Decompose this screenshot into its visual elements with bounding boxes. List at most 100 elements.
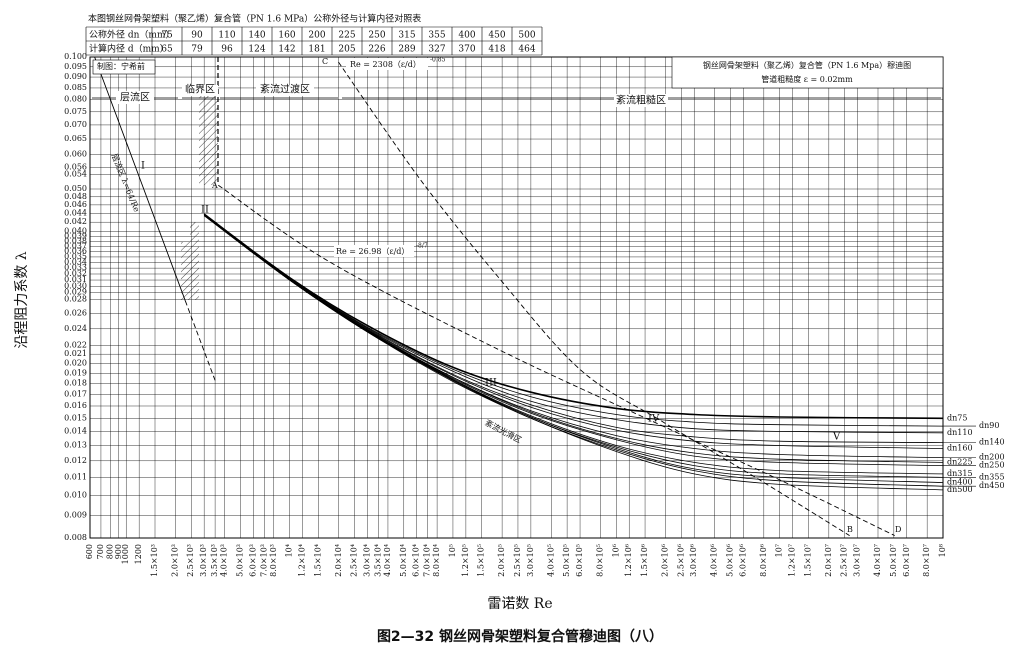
x-tick-label: 8.0×10⁷ <box>922 544 931 577</box>
table-cell: 370 <box>458 45 475 55</box>
boundary-label: Re = 2308（ε/d） <box>350 60 421 69</box>
table-cell: 226 <box>368 45 385 55</box>
table-cell: 96 <box>221 45 233 55</box>
x-tick-label: 4.0×10³ <box>220 544 229 577</box>
y-tick-label: 0.042 <box>64 217 87 226</box>
series-line <box>203 215 944 491</box>
critical-hatch <box>181 222 199 300</box>
x-tick-label: 1.5×10⁴ <box>313 544 322 577</box>
x-tick-label: 10⁷ <box>775 544 784 557</box>
x-tick-label: 2.5×10⁴ <box>350 544 359 577</box>
x-tick-label: 2.5×10⁶ <box>676 544 685 577</box>
series-line <box>203 214 944 449</box>
label-bg <box>346 58 428 70</box>
series-label: dn75 <box>947 413 967 422</box>
y-tick-label: 0.056 <box>64 162 87 171</box>
series-label: dn250 <box>979 461 1005 470</box>
y-tick-label: 0.024 <box>64 324 87 333</box>
size-table: 本图钢丝网骨架塑料（聚乙烯）复合管（PN 1.6 MPa）公称外径与计算内径对照… <box>85 13 543 56</box>
x-tick-label: 1.2×10⁷ <box>788 544 797 577</box>
x-tick-label: 1.5×10⁵ <box>477 544 486 577</box>
x-tick-label: 8.0×10⁵ <box>595 544 604 577</box>
y-tick-label: 0.028 <box>64 294 87 303</box>
table-cell: 公称外径 dn（mm） <box>89 29 175 41</box>
series-label: dn355 <box>979 472 1005 481</box>
y-tick-label: 0.011 <box>64 472 87 481</box>
x-tick-label: 4.0×10⁵ <box>546 544 555 577</box>
boundary-point: D <box>895 525 901 534</box>
y-tick-label: 0.048 <box>64 192 87 201</box>
y-tick-label: 0.044 <box>64 208 87 217</box>
table-cell: 65 <box>161 45 173 55</box>
x-tick-label: 2.0×10⁷ <box>824 544 833 577</box>
y-tick-label: 0.054 <box>64 169 87 178</box>
boundary-line <box>338 61 850 536</box>
y-tick-label: 0.018 <box>64 379 87 388</box>
table-cell: 181 <box>308 45 325 55</box>
x-tick-label: 10⁸ <box>938 544 947 557</box>
y-tick-label: 0.017 <box>64 389 87 398</box>
y-tick-label: 0.100 <box>64 52 87 61</box>
grid: 0.008 0.009 0.010 0.011 0.012 0.013 0.014 0.015… <box>64 52 947 577</box>
y-tick-label: 0.020 <box>64 359 87 368</box>
y-tick-label: 0.060 <box>64 149 87 158</box>
table-cell: 90 <box>191 31 203 41</box>
series-label: dn315 <box>947 469 973 478</box>
zone-label: 紊流过渡区 <box>260 83 310 96</box>
x-tick-label: 600 <box>85 544 94 559</box>
table-cell: 160 <box>278 31 295 41</box>
x-tick-label: 2.5×10⁷ <box>840 544 849 577</box>
boundary-exponent: -0.85 <box>430 57 446 64</box>
y-tick-label: 0.037 <box>64 241 87 250</box>
boundary-point: C <box>322 57 328 66</box>
x-tick-label: 3.5×10⁴ <box>373 544 382 577</box>
x-tick-label: 10⁴ <box>285 544 294 557</box>
region-label: IV <box>648 414 660 425</box>
x-tick-label: 2.0×10⁶ <box>660 544 669 577</box>
table-cell: 400 <box>458 31 475 41</box>
y-tick-label: 0.040 <box>64 226 87 235</box>
x-tick-label: 6.0×10⁶ <box>738 544 747 577</box>
y-tick-label: 0.014 <box>64 426 87 435</box>
x-axis-title: 雷诺数 Re <box>487 596 552 612</box>
table-cell: 205 <box>338 45 355 55</box>
y-tick-label: 0.035 <box>64 252 87 261</box>
x-tick-label: 6.0×10⁷ <box>902 544 911 577</box>
y-tick-label: 0.090 <box>64 72 87 81</box>
table-cell: 200 <box>308 31 325 41</box>
y-tick-label: 0.031 <box>64 275 87 284</box>
x-tick-label: 900 <box>114 544 123 559</box>
series-label: dn200 <box>979 453 1005 462</box>
laminar-line <box>94 56 186 301</box>
series-label: dn110 <box>947 428 973 437</box>
label-bg <box>182 85 218 96</box>
series-label: dn400 <box>947 478 973 487</box>
x-tick-label: 1200 <box>134 544 143 564</box>
y-tick-label: 0.034 <box>64 257 87 266</box>
y-tick-label: 0.036 <box>64 247 87 256</box>
x-tick-label: 3.5×10³ <box>210 544 219 577</box>
boundary-point: A <box>211 181 218 190</box>
x-tick-label: 1.2×10⁴ <box>298 544 307 577</box>
region-label: I <box>141 161 145 172</box>
x-tick-label: 5.0×10⁶ <box>725 544 734 577</box>
x-tick-label: 4.0×10⁴ <box>383 544 392 577</box>
x-tick-label: 5.0×10⁷ <box>889 544 898 577</box>
y-tick-label: 0.032 <box>64 269 87 278</box>
y-tick-label: 0.039 <box>64 231 87 240</box>
table-cell: 418 <box>488 45 505 55</box>
y-tick-label: 0.033 <box>64 263 87 272</box>
laminar-line <box>184 300 216 381</box>
y-tick-label: 0.029 <box>64 288 87 297</box>
curves: dn75 dn90 dn110 dn140 dn160 dn200 dn225 dn250 dn… <box>94 56 1005 537</box>
y-tick-label: 0.085 <box>64 83 87 92</box>
table-cell: 289 <box>398 45 415 55</box>
table-cell: 142 <box>278 45 295 55</box>
series-label: dn160 <box>947 443 973 452</box>
table-cell: 计算内径 d（mm） <box>89 43 169 55</box>
region-label: V <box>832 432 841 443</box>
zone-label: 层流区 <box>120 91 150 104</box>
series-label: dn500 <box>947 485 973 494</box>
